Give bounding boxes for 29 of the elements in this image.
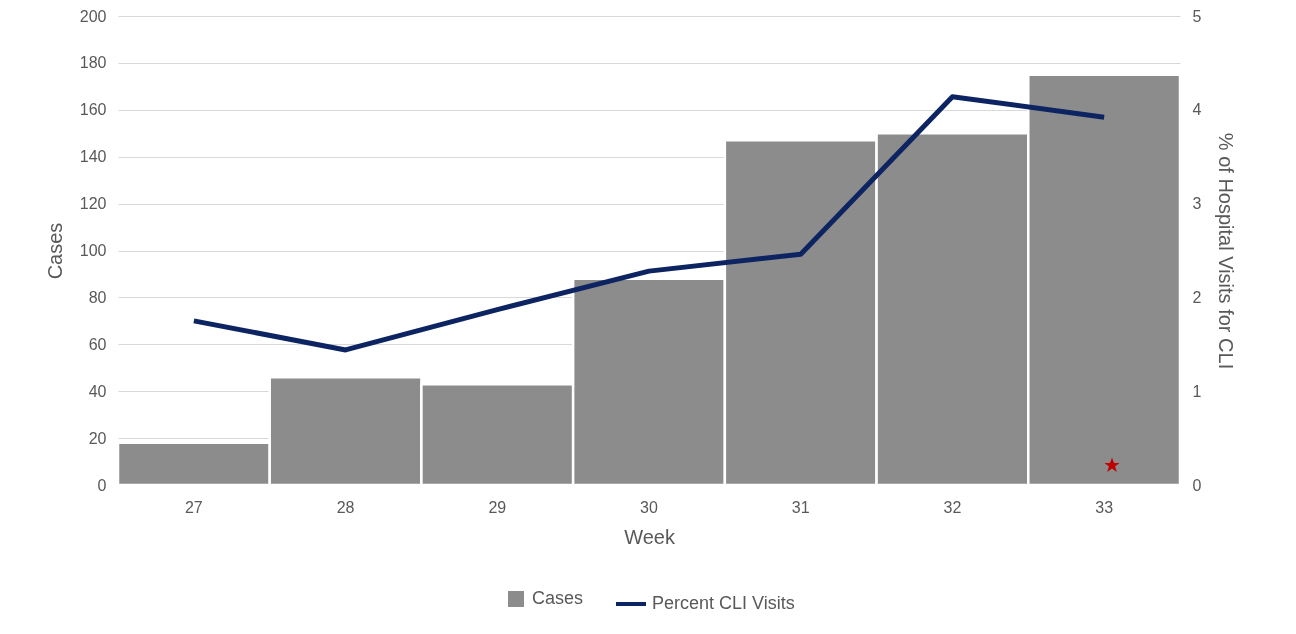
x-tick-label: 32 [943,498,962,516]
y-tick-label: 160 [79,101,107,119]
x-axis-title: Week [624,525,676,548]
y2-tick-label: 3 [1192,195,1202,213]
y-tick-label: 40 [88,382,107,400]
legend-label: Percent CLI Visits [652,593,795,613]
y2-tick-label: 0 [1192,476,1202,494]
y2-tick-label: 1 [1192,382,1202,400]
x-tick-label: 29 [488,498,507,516]
y-tick-label: 100 [79,242,107,259]
y2-axis-title: % of Hospital Visits for CLI [1215,132,1238,370]
y-tick-label: 80 [88,288,107,306]
y-tick-label: 20 [88,429,107,447]
y-tick-label: 120 [79,195,107,213]
y-tick-label: 200 [79,7,107,25]
y2-tick-label: 4 [1192,101,1202,119]
y-tick-label: 60 [88,335,107,353]
y2-tick-label: 5 [1192,7,1202,25]
y-tick-label: 0 [97,476,107,494]
x-tick-label: 33 [1095,498,1114,516]
legend-label: Cases [532,588,584,608]
x-tick-label: 30 [640,498,658,516]
x-tick-label: 27 [184,498,203,516]
x-tick-label: 28 [336,498,355,516]
y-axis-title: Cases [43,222,66,280]
y-tick-label: 180 [79,54,107,72]
y-tick-label: 140 [79,148,107,166]
x-tick-label: 31 [791,498,810,516]
y2-tick-label: 2 [1192,288,1202,306]
